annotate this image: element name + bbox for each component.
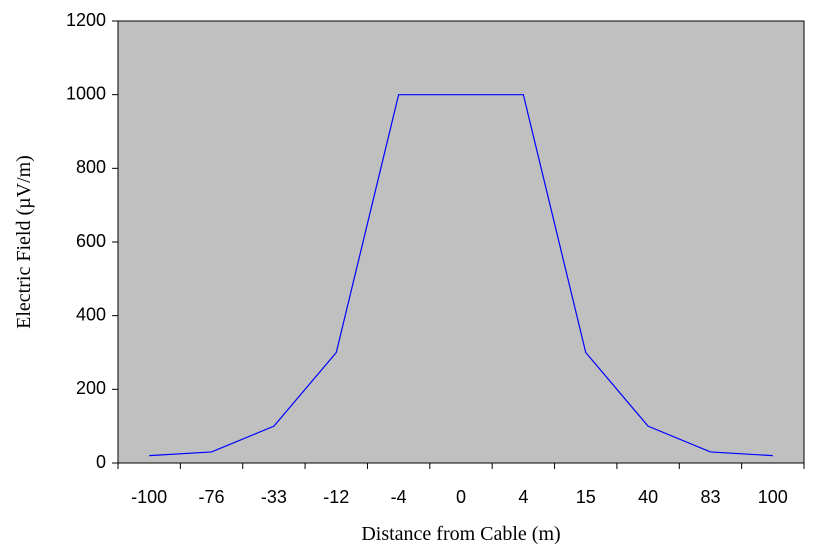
x-axis-title: Distance from Cable (m) xyxy=(361,523,560,545)
y-tick-label: 0 xyxy=(96,452,106,472)
plot-area xyxy=(117,20,805,464)
y-tick-label: 1000 xyxy=(66,83,106,103)
x-tick-label: 0 xyxy=(456,487,466,507)
data-line xyxy=(149,94,773,457)
x-tick-label: -100 xyxy=(131,487,167,507)
y-tick-label: 400 xyxy=(76,304,106,324)
y-tick-label: 600 xyxy=(76,231,106,251)
x-tick-label: 15 xyxy=(576,487,596,507)
x-tick-label: -76 xyxy=(199,487,225,507)
y-tick-label: 200 xyxy=(76,378,106,398)
x-tick-label: -33 xyxy=(261,487,287,507)
x-tick-label: 83 xyxy=(700,487,720,507)
x-tick-label: -12 xyxy=(323,487,349,507)
y-tick-label: 1200 xyxy=(66,10,106,30)
y-axis-title: Electric Field (µV/m) xyxy=(13,155,35,329)
y-tick-label: 800 xyxy=(76,157,106,177)
x-tick-label: 100 xyxy=(758,487,788,507)
x-tick-label: 40 xyxy=(638,487,658,507)
x-tick-label: -4 xyxy=(391,487,407,507)
x-tick-label: 4 xyxy=(518,487,528,507)
